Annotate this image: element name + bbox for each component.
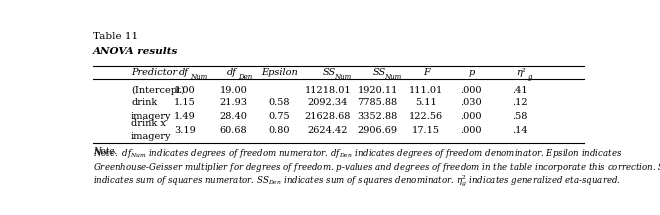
Text: .030: .030: [461, 98, 482, 107]
Text: 1.49: 1.49: [174, 112, 195, 121]
Text: 111.01: 111.01: [409, 86, 444, 95]
Text: p: p: [468, 68, 475, 77]
Text: .58: .58: [512, 112, 527, 121]
Text: SS: SS: [323, 68, 336, 77]
Text: Table 11: Table 11: [92, 32, 138, 41]
Text: 28.40: 28.40: [220, 112, 248, 121]
Text: 1.00: 1.00: [174, 86, 195, 95]
Text: η²: η²: [515, 68, 525, 77]
Text: .000: .000: [461, 126, 482, 135]
Text: imagery: imagery: [131, 112, 172, 121]
Text: Den: Den: [238, 73, 253, 81]
Text: df: df: [179, 68, 189, 77]
Text: 7785.88: 7785.88: [358, 98, 398, 107]
Text: 2906.69: 2906.69: [358, 126, 397, 135]
Text: (Intercept): (Intercept): [131, 86, 185, 95]
Text: Note.: Note.: [92, 147, 119, 157]
Text: 1.15: 1.15: [174, 98, 195, 107]
Text: .41: .41: [512, 86, 527, 95]
Text: 3352.88: 3352.88: [358, 112, 398, 121]
Text: 19.00: 19.00: [220, 86, 248, 95]
Text: 0.58: 0.58: [269, 98, 290, 107]
Text: imagery: imagery: [131, 132, 172, 141]
Text: 17.15: 17.15: [412, 126, 440, 135]
Text: 21628.68: 21628.68: [305, 112, 351, 121]
Text: drink x: drink x: [131, 119, 166, 128]
Text: 60.68: 60.68: [220, 126, 248, 135]
Text: drink: drink: [131, 98, 157, 107]
Text: 2092.34: 2092.34: [308, 98, 348, 107]
Text: g: g: [527, 73, 532, 81]
Text: F: F: [423, 68, 430, 77]
Text: 122.56: 122.56: [409, 112, 444, 121]
Text: Num: Num: [334, 73, 351, 81]
Text: .000: .000: [461, 112, 482, 121]
Text: 0.75: 0.75: [269, 112, 290, 121]
Text: .14: .14: [512, 126, 527, 135]
Text: Num: Num: [383, 73, 401, 81]
Text: 5.11: 5.11: [415, 98, 437, 107]
Text: indicates sum of squares numerator. $\mathit{SS}_\mathit{Den}$ indicates sum of : indicates sum of squares numerator. $\ma…: [92, 174, 620, 189]
Text: 21.93: 21.93: [219, 98, 248, 107]
Text: 2624.42: 2624.42: [308, 126, 348, 135]
Text: Greenhouse-Geisser multiplier for degrees of freedom. $p$-values and degrees of : Greenhouse-Geisser multiplier for degree…: [92, 161, 660, 174]
Text: 11218.01: 11218.01: [305, 86, 351, 95]
Text: .000: .000: [461, 86, 482, 95]
Text: $\mathit{Note.}$ $\mathit{df}_\mathit{Num}$ indicates degrees of freedom numerat: $\mathit{Note.}$ $\mathit{df}_\mathit{Nu…: [92, 147, 622, 160]
Text: 3.19: 3.19: [174, 126, 195, 135]
Text: df: df: [227, 68, 237, 77]
Text: ANOVA results: ANOVA results: [92, 47, 178, 56]
Text: 0.80: 0.80: [269, 126, 290, 135]
Text: .12: .12: [512, 98, 527, 107]
Text: Predictor: Predictor: [131, 68, 178, 77]
Text: Epsilon: Epsilon: [261, 68, 298, 77]
Text: 1920.11: 1920.11: [358, 86, 398, 95]
Text: SS: SS: [372, 68, 385, 77]
Text: Num: Num: [190, 73, 207, 81]
